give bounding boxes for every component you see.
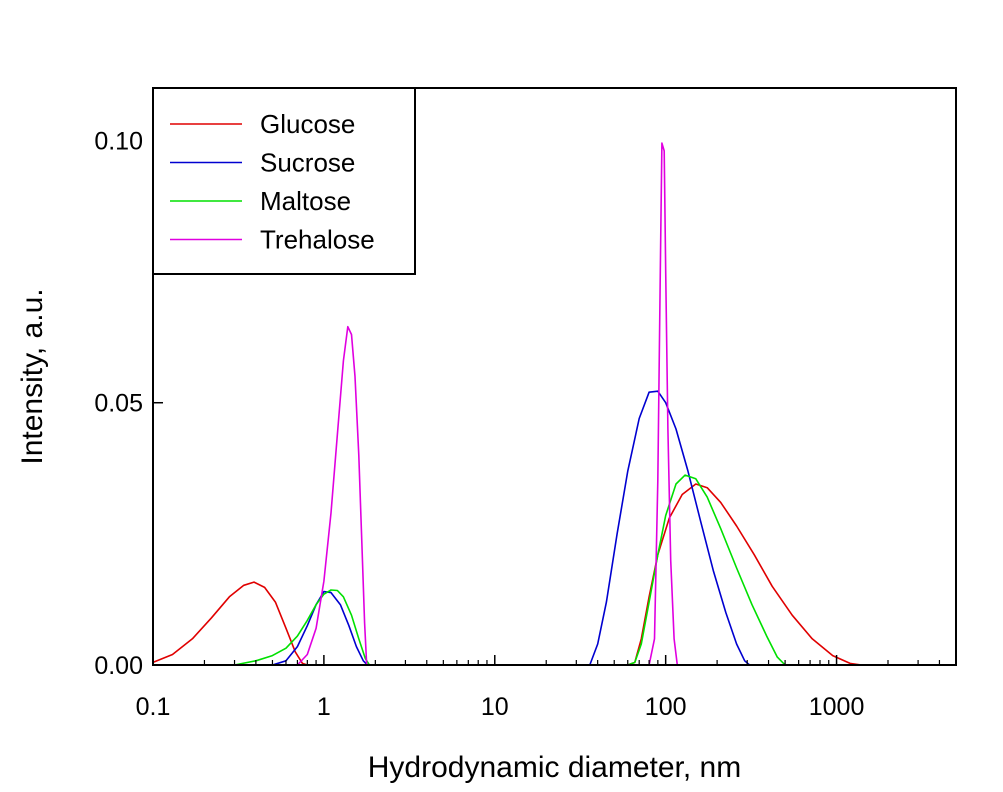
y-tick-label: 0.10 bbox=[94, 127, 143, 155]
series-line-sucrose bbox=[153, 390, 956, 666]
x-axis-title: Hydrodynamic diameter, nm bbox=[368, 751, 741, 784]
legend-label-glucose: Glucose bbox=[260, 109, 355, 139]
legend-label-maltose: Maltose bbox=[260, 186, 351, 216]
series-line-maltose bbox=[153, 474, 956, 666]
y-tick-label: 0.05 bbox=[94, 390, 143, 418]
legend-label-trehalose: Trehalose bbox=[260, 225, 375, 255]
y-axis: 0.00 0.05 0.10 bbox=[94, 127, 163, 680]
legend-box bbox=[152, 87, 416, 275]
x-tick-label: 1 bbox=[317, 693, 331, 721]
x-axis: 0.1 1 10 100 1000 bbox=[136, 655, 957, 721]
plot-frame bbox=[152, 87, 957, 666]
series-line-trehalose bbox=[153, 142, 956, 666]
y-tick-label: 0.00 bbox=[94, 652, 143, 680]
legend-label-sucrose: Sucrose bbox=[260, 148, 355, 178]
x-tick-label: 100 bbox=[645, 693, 687, 721]
x-tick-label: 0.1 bbox=[136, 693, 171, 721]
x-tick-label: 10 bbox=[481, 693, 509, 721]
x-tick-label: 1000 bbox=[809, 693, 865, 721]
series-line-glucose bbox=[152, 483, 956, 666]
legend: Glucose Sucrose Maltose Trehalose bbox=[152, 87, 416, 275]
y-axis-title: Intensity, a.u. bbox=[16, 288, 49, 464]
